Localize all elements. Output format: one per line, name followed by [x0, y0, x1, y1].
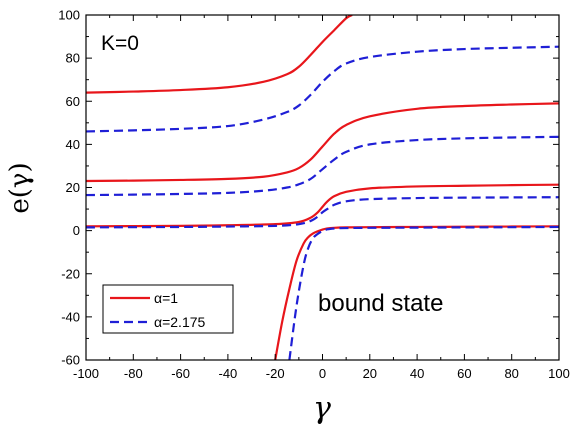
x-axis-label: γ [313, 391, 331, 426]
x-tick-label: 60 [457, 366, 471, 381]
y-tick-label: -40 [61, 309, 80, 324]
y-tick-label: 60 [66, 94, 80, 109]
series-1-branch-3 [86, 102, 559, 183]
annotation-k-label: K=0 [101, 32, 139, 55]
axis-ticks: -100 -80 -60 -40 -20 0 20 40 60 80 100 -60 -40 -20 0 20… [58, 8, 570, 382]
annotation-bound-state: bound state [318, 290, 443, 317]
y-tick-label: 20 [66, 180, 80, 195]
legend-box [102, 284, 234, 334]
legend-label-alpha1: α=1 [154, 290, 178, 306]
series-2-branch-4 [86, 45, 559, 133]
y-tick-label: 0 [73, 223, 80, 238]
x-tick-label: 20 [363, 366, 377, 381]
series-1-branch-2 [86, 183, 559, 228]
x-tick-label: 40 [410, 366, 424, 381]
x-tick-label: -60 [171, 366, 190, 381]
x-tick-label: -20 [266, 366, 285, 381]
y-tick-label: -20 [61, 266, 80, 281]
y-tick-label: 80 [66, 51, 80, 66]
series-2-branch-2 [86, 196, 559, 229]
series-1-branch-4 [86, 15, 353, 94]
x-tick-label: 80 [504, 366, 518, 381]
y-tick-label: -60 [61, 353, 80, 368]
plot-lines [86, 15, 559, 360]
legend-label-alpha2: α=2.175 [154, 314, 206, 330]
x-tick-label: -100 [73, 366, 99, 381]
x-tick-label: 100 [548, 366, 570, 381]
x-tick-label: 0 [319, 366, 326, 381]
y-axis-label: e(γ) [5, 162, 35, 213]
series-2-branch-3 [86, 135, 559, 197]
series-2-branch-1 [288, 225, 559, 360]
x-tick-label: -80 [124, 366, 143, 381]
x-tick-label: -40 [219, 366, 238, 381]
legend: α=1 α=2.175 [102, 284, 234, 334]
y-tick-label: 40 [66, 137, 80, 152]
y-tick-label: 100 [58, 8, 80, 23]
